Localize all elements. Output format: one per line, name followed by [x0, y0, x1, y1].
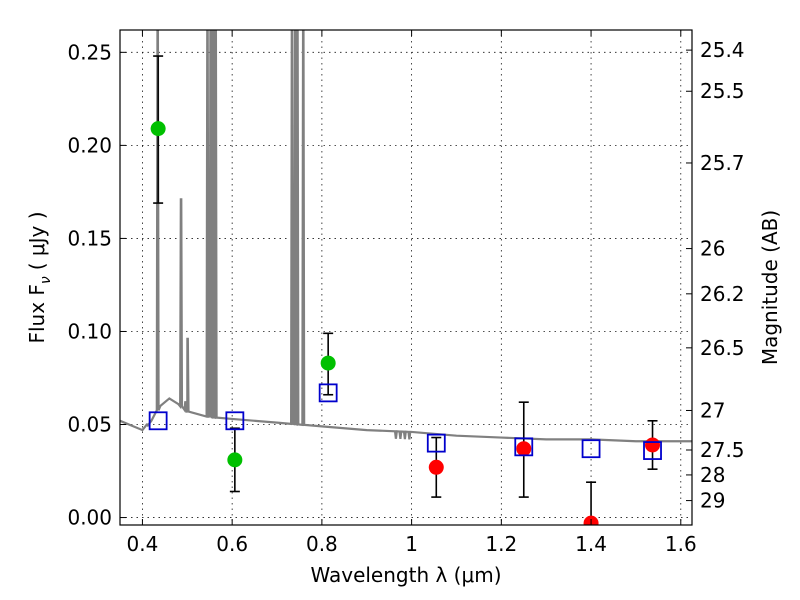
y2-tick-label: 27.5 [700, 438, 745, 462]
y2-tick-label: 26 [700, 237, 725, 261]
data-point-circle [150, 121, 166, 137]
data-point-circle [516, 441, 532, 457]
x-tick-label: 1.2 [485, 532, 517, 556]
y2-tick-label: 26.5 [700, 336, 745, 360]
y2-tick-label: 25.5 [700, 79, 745, 103]
y-tick-label: 0.20 [67, 133, 112, 157]
grid-lines [120, 30, 692, 525]
data-point-circle [428, 459, 444, 475]
y-tick-label: 0.25 [67, 40, 112, 64]
y-axis-label: Flux Fν ( μJy ) [25, 211, 54, 343]
y2-axis-label: Magnitude (AB) [758, 210, 782, 365]
y2-tick-label: 25.4 [700, 38, 745, 62]
data-point-circle [320, 355, 336, 371]
plot-area [120, 30, 692, 525]
data-point-circle [645, 437, 661, 453]
y2-tick-label: 25.7 [700, 151, 745, 175]
model-photometry-square [514, 437, 534, 457]
y-tick-label: 0.05 [67, 413, 112, 437]
y2-tick-label: 26.2 [700, 282, 745, 306]
data-point-circle [227, 452, 243, 468]
y-axis-label-sub: ν [38, 276, 54, 284]
axis-ticks: 0.4 0.6 0.8 1 1.2 1.4 1.6 0.00 0.05 0.10 0.15 0.20 0… [67, 30, 745, 556]
x-tick-label: 1.4 [575, 532, 607, 556]
model-photometry-square [148, 411, 168, 431]
y2-tick-label: 27 [700, 398, 725, 422]
y2-tick-label: 29 [700, 489, 725, 513]
model-photometry-square [225, 411, 245, 431]
x-tick-label: 0.4 [127, 532, 159, 556]
model-photometry-square [643, 441, 662, 460]
model-photometry-square [581, 439, 601, 459]
x-tick-label: 0.6 [216, 532, 248, 556]
x-axis-label: Wavelength λ (μm) [310, 563, 501, 587]
model-photometry-square [426, 433, 446, 453]
y-tick-label: 0.15 [67, 226, 112, 250]
y-axis-label-unit: ( μJy ) [25, 211, 49, 270]
y-tick-label: 0.10 [67, 319, 112, 343]
y-tick-label: 0.00 [67, 506, 112, 530]
y-axis-label-text: Flux F [25, 284, 49, 343]
model-photometry-square [318, 383, 338, 403]
plot-frame [119, 29, 693, 526]
x-tick-label: 1 [405, 532, 418, 556]
model-spectrum-line [120, 30, 692, 443]
y2-tick-label: 28 [700, 463, 725, 487]
x-tick-label: 0.8 [306, 532, 338, 556]
x-tick-label: 1.6 [665, 532, 697, 556]
